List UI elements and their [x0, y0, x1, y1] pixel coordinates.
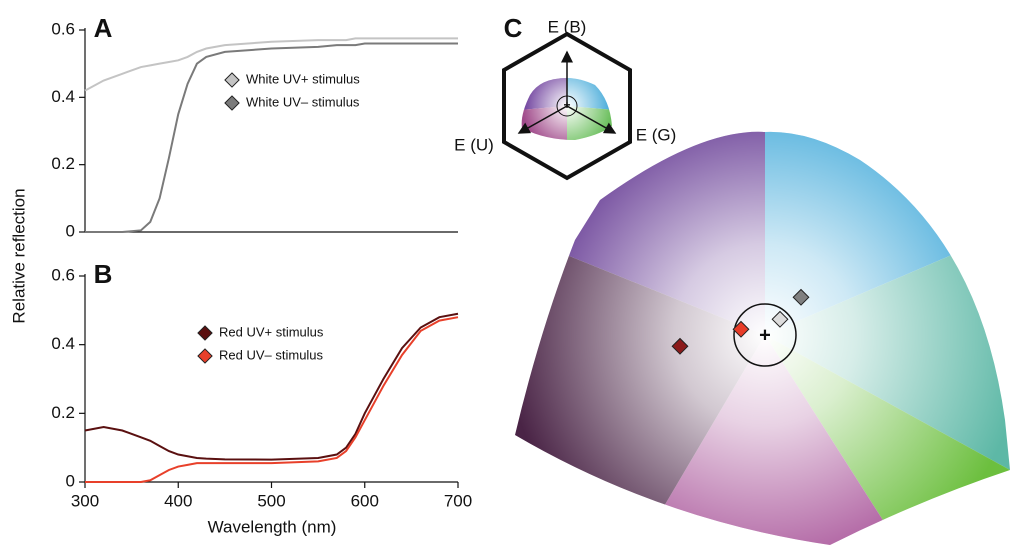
- x-tick-label: 700: [444, 491, 472, 510]
- y-tick-label: 0.4: [51, 334, 75, 353]
- x-tick-label: 600: [351, 491, 379, 510]
- x-axis-label: Wavelength (nm): [208, 517, 337, 536]
- x-tick-label: 300: [71, 491, 99, 510]
- legend-marker: [198, 326, 212, 340]
- y-tick-label: 0.2: [51, 403, 75, 422]
- y-tick-label: 0.4: [51, 87, 75, 106]
- legend-marker: [225, 96, 239, 110]
- series-line: [85, 317, 458, 482]
- x-tick-label: 500: [257, 491, 285, 510]
- y-tick-label: 0: [66, 471, 75, 490]
- legend-label: Red UV+ stimulus: [219, 324, 324, 339]
- center-mark: +: [759, 324, 771, 346]
- axis-label: E (U): [454, 135, 494, 154]
- panel-label: A: [94, 13, 113, 43]
- legend-marker: [225, 73, 239, 87]
- panel-label: B: [94, 259, 113, 289]
- y-tick-label: 0.6: [51, 19, 75, 38]
- y-axis-label: Relative reflection: [9, 188, 28, 323]
- legend-marker: [198, 349, 212, 363]
- axis-label: E (B): [548, 17, 587, 36]
- y-tick-label: 0.6: [51, 265, 75, 284]
- x-tick-label: 400: [164, 491, 192, 510]
- axis-label: E (G): [636, 125, 677, 144]
- center-mark: +: [563, 98, 570, 112]
- legend-label: White UV+ stimulus: [246, 71, 360, 86]
- legend-label: Red UV– stimulus: [219, 347, 324, 362]
- figure: C E (B) E (U) E (G) + + Relative reflect…: [0, 0, 1010, 547]
- panel-label: C: [504, 13, 523, 43]
- y-tick-label: 0.2: [51, 154, 75, 173]
- legend-label: White UV– stimulus: [246, 94, 360, 109]
- y-tick-label: 0: [66, 221, 75, 240]
